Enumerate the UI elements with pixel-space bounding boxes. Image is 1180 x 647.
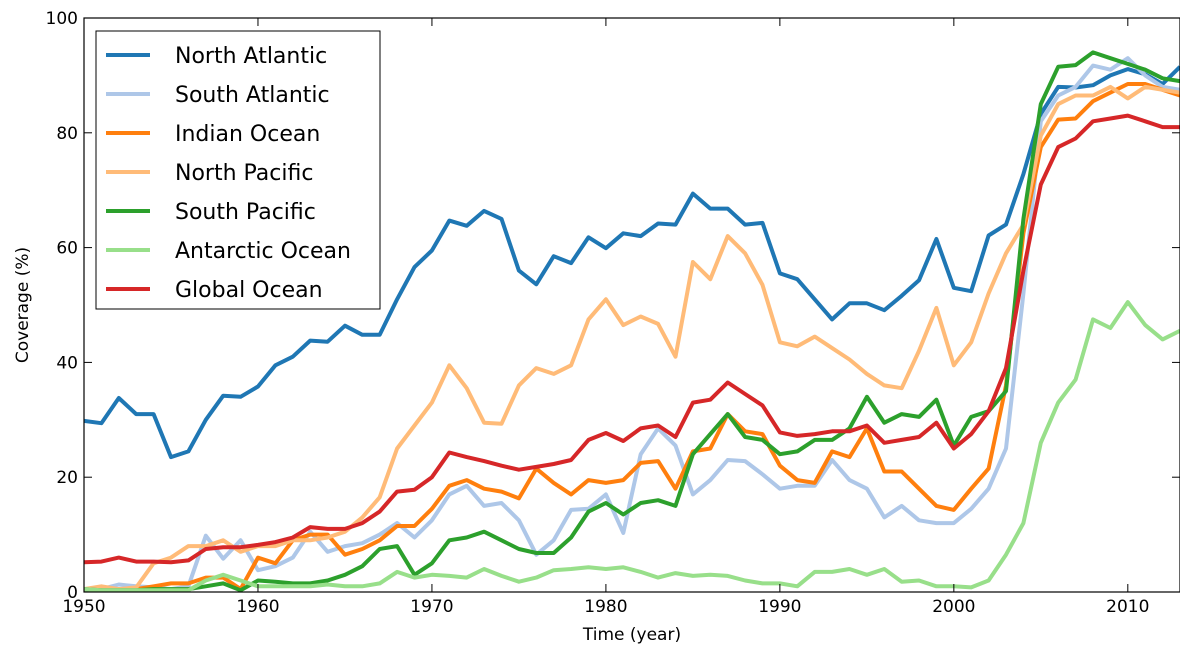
y-tick-label: 100 [46, 9, 78, 29]
legend-label: Antarctic Ocean [175, 239, 351, 264]
series-line-indian-ocean [84, 82, 1180, 592]
plot-frame [83, 17, 1180, 593]
series-global-ocean [83, 113, 1180, 565]
x-axis-label: Time (year) [582, 625, 681, 645]
series-south-atlantic [83, 56, 1180, 592]
series-line-global-ocean [83, 113, 1180, 565]
legend-label: North Atlantic [175, 44, 327, 69]
legend-label: Indian Ocean [175, 122, 320, 147]
legend-item-north-atlantic: North Atlantic [106, 44, 327, 69]
y-tick-label: 80 [56, 124, 78, 144]
series-line-south-atlantic [84, 56, 1180, 592]
series-antarctic-ocean [83, 300, 1180, 593]
series-line-south-pacific [83, 50, 1180, 593]
y-axis-label: Coverage (%) [13, 247, 33, 363]
x-tick-label: 1960 [236, 597, 279, 617]
y-tick-label: 0 [67, 583, 78, 603]
x-tick-label: 1970 [410, 597, 453, 617]
y-tick-label: 20 [56, 468, 78, 488]
legend-item-antarctic-ocean: Antarctic Ocean [106, 239, 351, 264]
legend-label: North Pacific [175, 161, 313, 186]
series-line-north-pacific [83, 84, 1180, 592]
legend-label: South Atlantic [175, 83, 330, 108]
legend: North Atlantic South Atlantic Indian Ocean… [95, 30, 381, 310]
legend-item-south-atlantic: South Atlantic [106, 83, 330, 108]
legend-items: North Atlantic South Atlantic Indian Ocean… [106, 44, 351, 303]
x-tick-label: 1950 [62, 597, 105, 617]
x-tick-label: 2000 [932, 597, 975, 617]
legend-label: South Pacific [175, 200, 316, 225]
series-line-north-atlantic [83, 65, 1180, 460]
series-north-pacific [83, 84, 1180, 592]
x-tick-label: 1990 [758, 597, 801, 617]
x-tick-label: 2010 [1106, 597, 1149, 617]
y-tick-label: 60 [56, 239, 78, 259]
legend-item-north-pacific: North Pacific [106, 161, 313, 186]
ticks-layer: 1950 1960 1970 1980 1990 2000 2010 0 20 40 60 80 100 [46, 9, 1180, 617]
x-tick-label: 1980 [584, 597, 627, 617]
series-line-antarctic-ocean [83, 300, 1180, 593]
y-tick-label: 40 [56, 353, 78, 373]
legend-item-indian-ocean: Indian Ocean [106, 122, 320, 147]
legend-item-south-pacific: South Pacific [106, 200, 316, 225]
legend-label: Global Ocean [175, 278, 323, 303]
series-layer [83, 50, 1180, 593]
legend-item-global-ocean: Global Ocean [106, 278, 323, 303]
